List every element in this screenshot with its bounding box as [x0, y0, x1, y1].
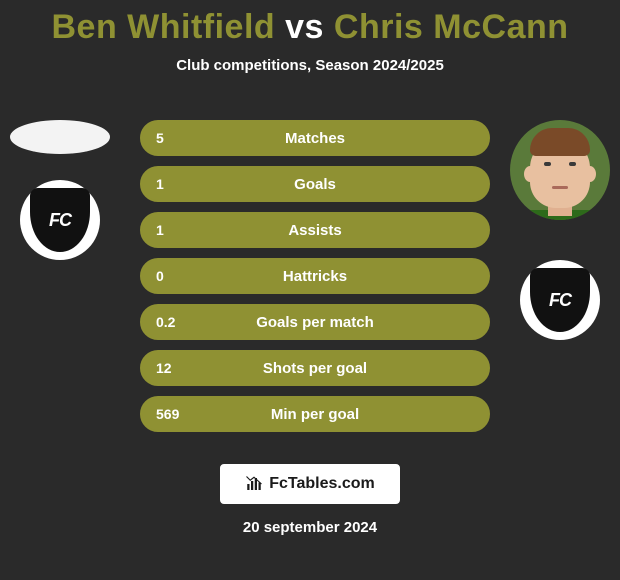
stat-label: Matches	[142, 130, 488, 147]
title-player1: Ben Whitfield	[51, 8, 275, 46]
stat-row: 569 Min per goal	[140, 396, 490, 432]
date-label: 20 september 2024	[0, 519, 620, 536]
page-title: Ben Whitfield vs Chris McCann	[0, 0, 620, 47]
stat-row: 1 Goals	[140, 166, 490, 202]
stat-row: 12 Shots per goal	[140, 350, 490, 386]
stat-value: 569	[156, 406, 179, 422]
club-badge-text: FC	[49, 210, 71, 231]
player1-photo	[10, 120, 110, 154]
stat-row: 0.2 Goals per match	[140, 304, 490, 340]
player2-club-badge: FC	[520, 260, 600, 340]
player1-club-badge: FC	[20, 180, 100, 260]
stats-panel: 5 Matches 1 Goals 1 Assists 0 Hattricks …	[140, 120, 490, 442]
stat-row: 5 Matches	[140, 120, 490, 156]
stat-value: 1	[156, 176, 164, 192]
player2-photo	[510, 120, 610, 220]
stat-value: 5	[156, 130, 164, 146]
club-badge-text: FC	[549, 290, 571, 311]
stat-value: 0	[156, 268, 164, 284]
stat-value: 12	[156, 360, 172, 376]
stat-label: Min per goal	[142, 406, 488, 423]
stat-row: 0 Hattricks	[140, 258, 490, 294]
stat-label: Goals per match	[142, 314, 488, 331]
bar-chart-icon	[245, 475, 263, 493]
stat-label: Hattricks	[142, 268, 488, 285]
stat-label: Shots per goal	[142, 360, 488, 377]
watermark-text: FcTables.com	[269, 475, 375, 493]
stat-label: Assists	[142, 222, 488, 239]
title-player2: Chris McCann	[334, 8, 569, 46]
stat-row: 1 Assists	[140, 212, 490, 248]
player2-face-graphic	[510, 120, 610, 220]
stat-label: Goals	[142, 176, 488, 193]
stat-value: 1	[156, 222, 164, 238]
title-vs: vs	[285, 8, 324, 46]
subtitle: Club competitions, Season 2024/2025	[0, 57, 620, 74]
stat-value: 0.2	[156, 314, 175, 330]
watermark-link[interactable]: FcTables.com	[220, 464, 400, 504]
